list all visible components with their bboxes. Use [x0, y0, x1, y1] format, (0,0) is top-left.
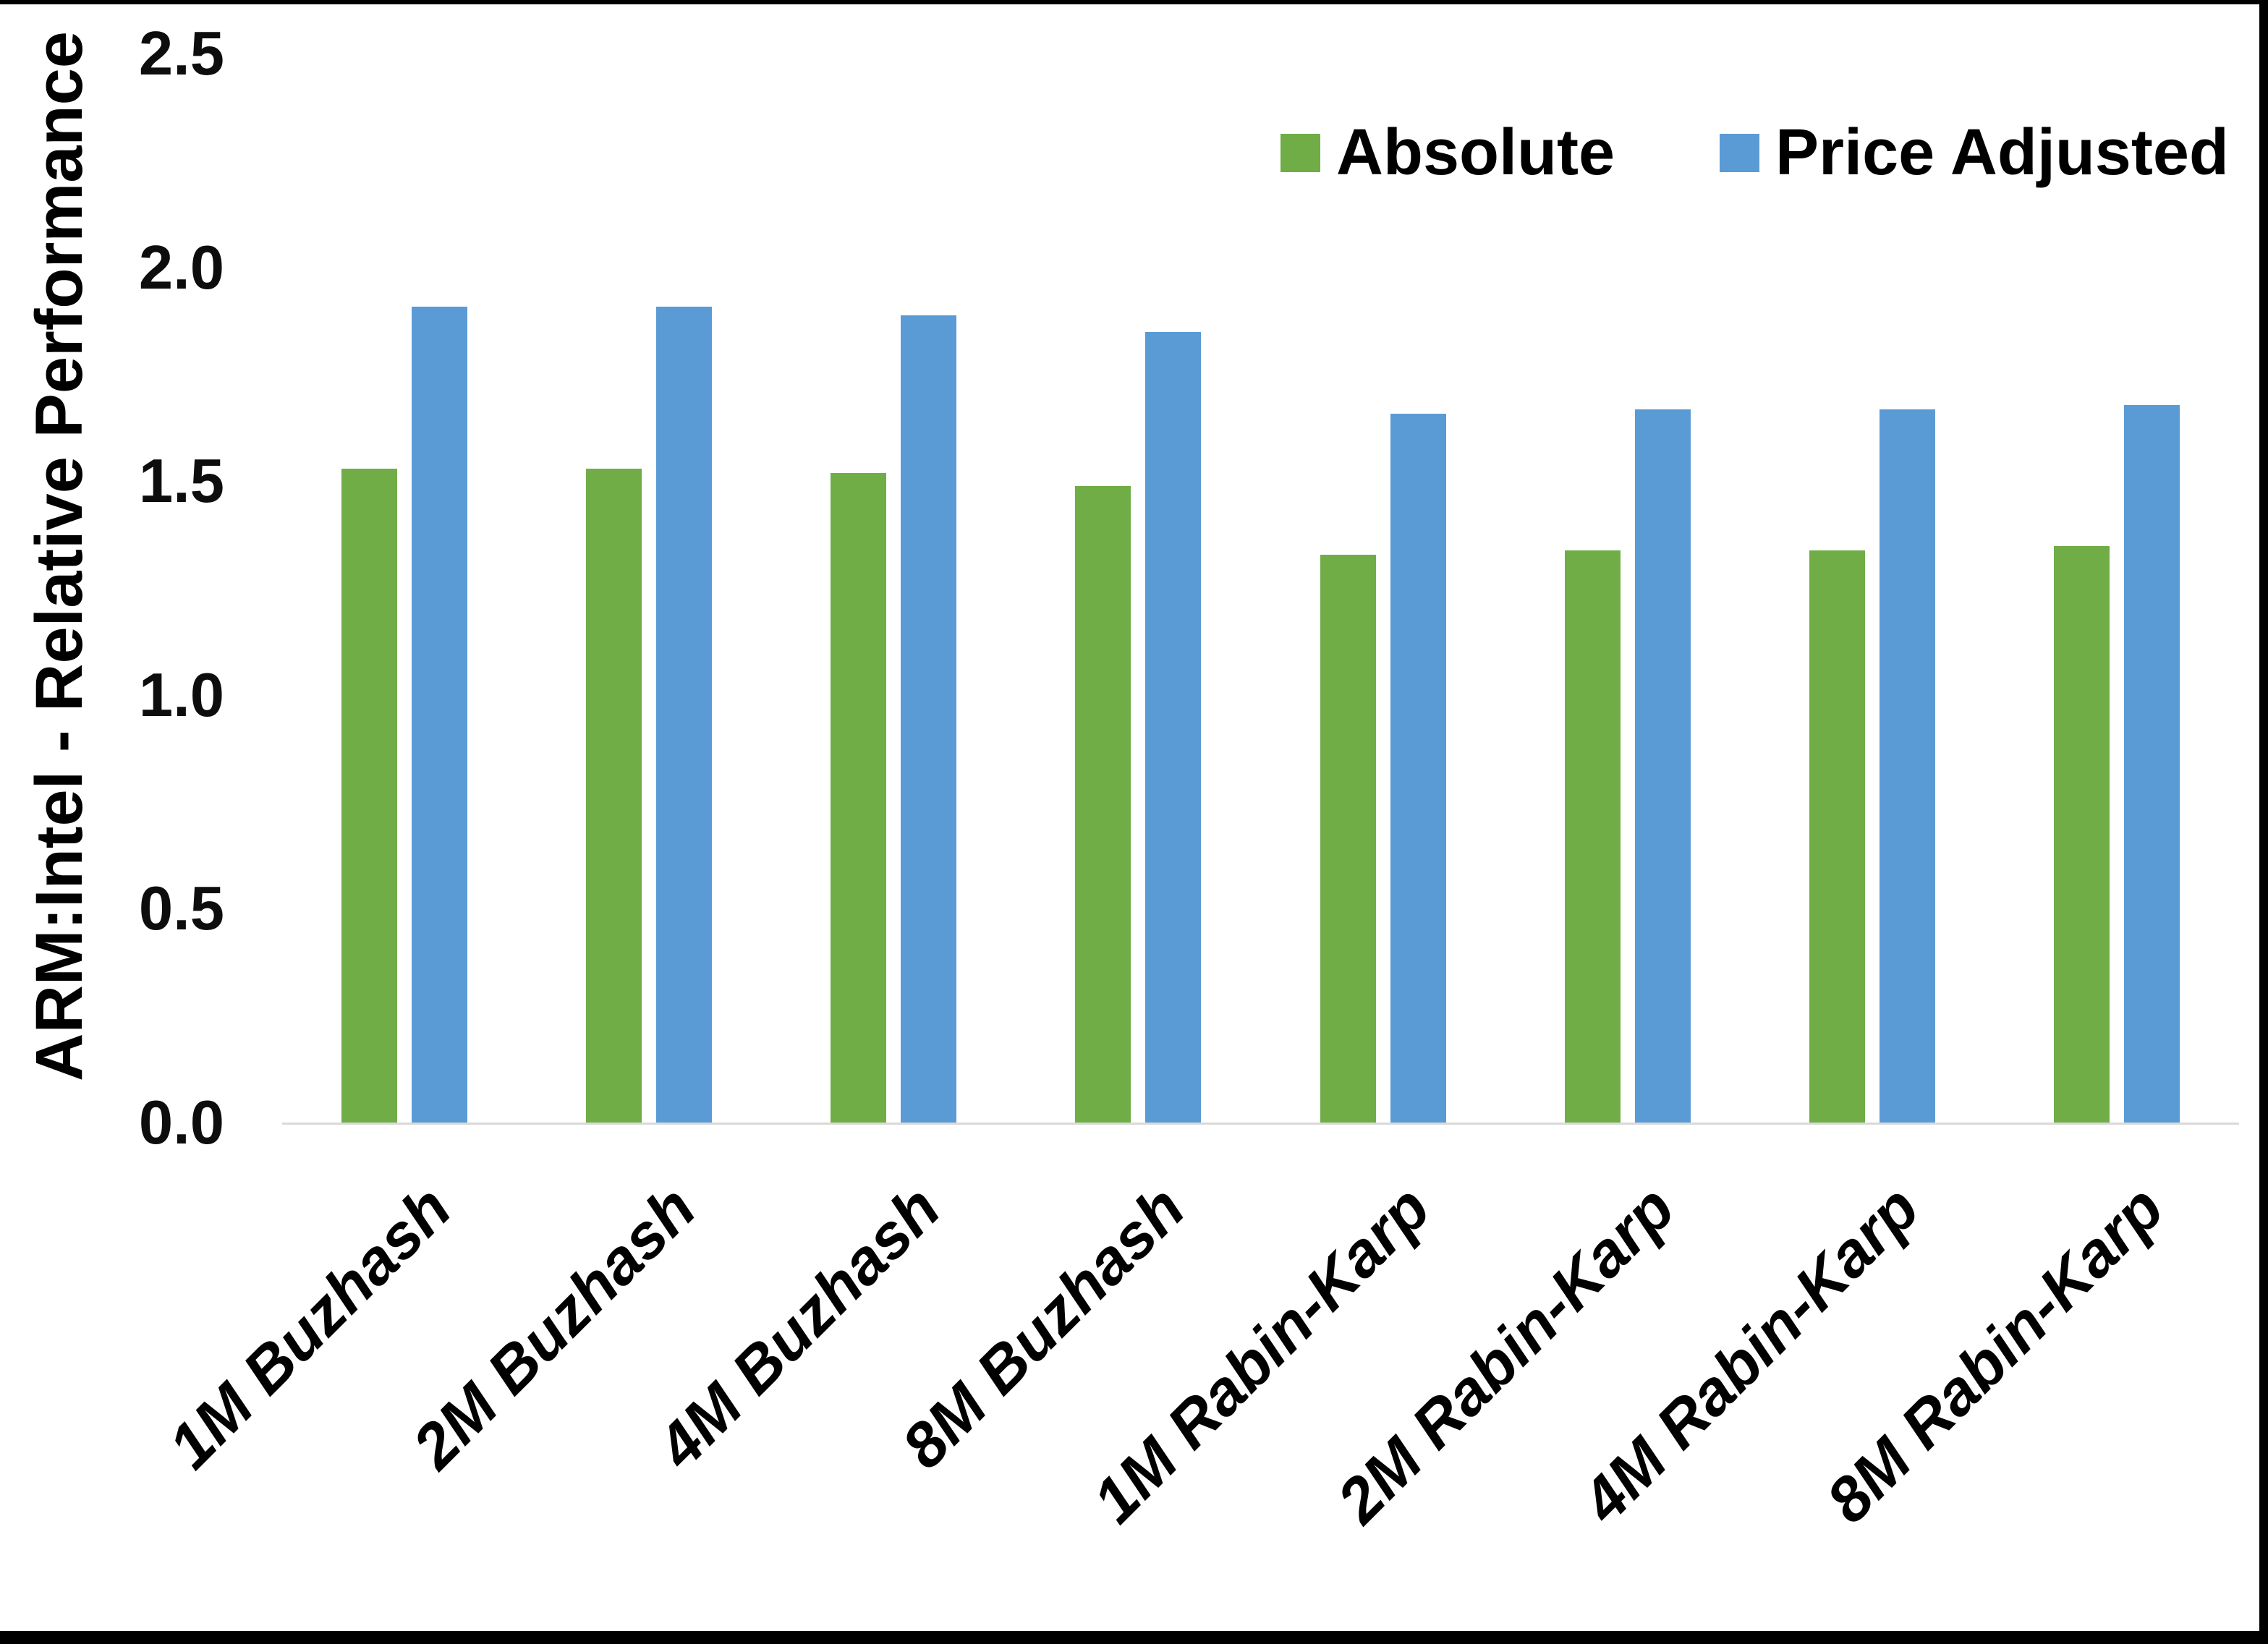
y-tick-label: 2.5 — [138, 20, 224, 88]
bar — [1075, 486, 1131, 1123]
window-border-right — [2259, 0, 2268, 1644]
bar — [1809, 550, 1865, 1123]
plot-area — [282, 54, 2239, 1123]
bar — [412, 307, 468, 1123]
bar-group — [1995, 54, 2239, 1123]
x-tick-label: 4M Rabin-Karp — [1568, 1172, 1932, 1536]
legend: Absolute Price Adjusted — [1280, 116, 2229, 190]
bar-group — [771, 54, 1016, 1123]
x-tick-label: 8M Buzhash — [888, 1172, 1199, 1482]
x-tick-label: 1M Buzhash — [155, 1172, 464, 1482]
bar-group — [1261, 54, 1505, 1123]
bar — [656, 307, 713, 1123]
window-border-bottom — [0, 1631, 2268, 1644]
y-tick-label: 1.5 — [138, 447, 224, 516]
x-axis-line — [282, 1123, 2239, 1125]
bar — [2123, 405, 2180, 1123]
y-tick-label: 2.0 — [138, 233, 224, 302]
x-tick-label: 8M Rabin-Karp — [1813, 1172, 2177, 1536]
y-tick-label: 0.0 — [138, 1089, 224, 1157]
y-tick-label: 1.0 — [138, 660, 224, 730]
x-tick-label: 2M Rabin-Karp — [1323, 1172, 1688, 1536]
legend-swatch — [1720, 134, 1760, 172]
window-border-top — [0, 0, 2268, 4]
bar — [586, 469, 642, 1123]
bar — [831, 473, 887, 1123]
bar-group — [527, 54, 771, 1123]
y-tick-label: 0.5 — [138, 874, 224, 944]
bar — [1320, 555, 1376, 1123]
legend-item: Absolute — [1280, 116, 1615, 190]
bar-group — [1505, 54, 1750, 1123]
bar-group — [1750, 54, 1995, 1123]
bar — [2053, 546, 2110, 1123]
bar — [1390, 414, 1446, 1123]
legend-swatch — [1280, 134, 1320, 172]
legend-label: Absolute — [1336, 116, 1615, 189]
bar — [901, 315, 957, 1123]
bar — [1634, 409, 1691, 1123]
legend-label: Price Adjusted — [1775, 116, 2229, 189]
bar — [1879, 409, 1935, 1123]
legend-item: Price Adjusted — [1720, 116, 2229, 190]
bar-group — [282, 54, 527, 1123]
x-tick-label: 1M Rabin-Karp — [1079, 1172, 1443, 1536]
bar — [341, 469, 398, 1123]
bar-group — [1016, 54, 1260, 1123]
x-tick-label: 4M Buzhash — [644, 1172, 954, 1482]
x-tick-label: 2M Buzhash — [399, 1172, 710, 1482]
bar — [1145, 332, 1202, 1123]
bar — [1564, 550, 1621, 1123]
